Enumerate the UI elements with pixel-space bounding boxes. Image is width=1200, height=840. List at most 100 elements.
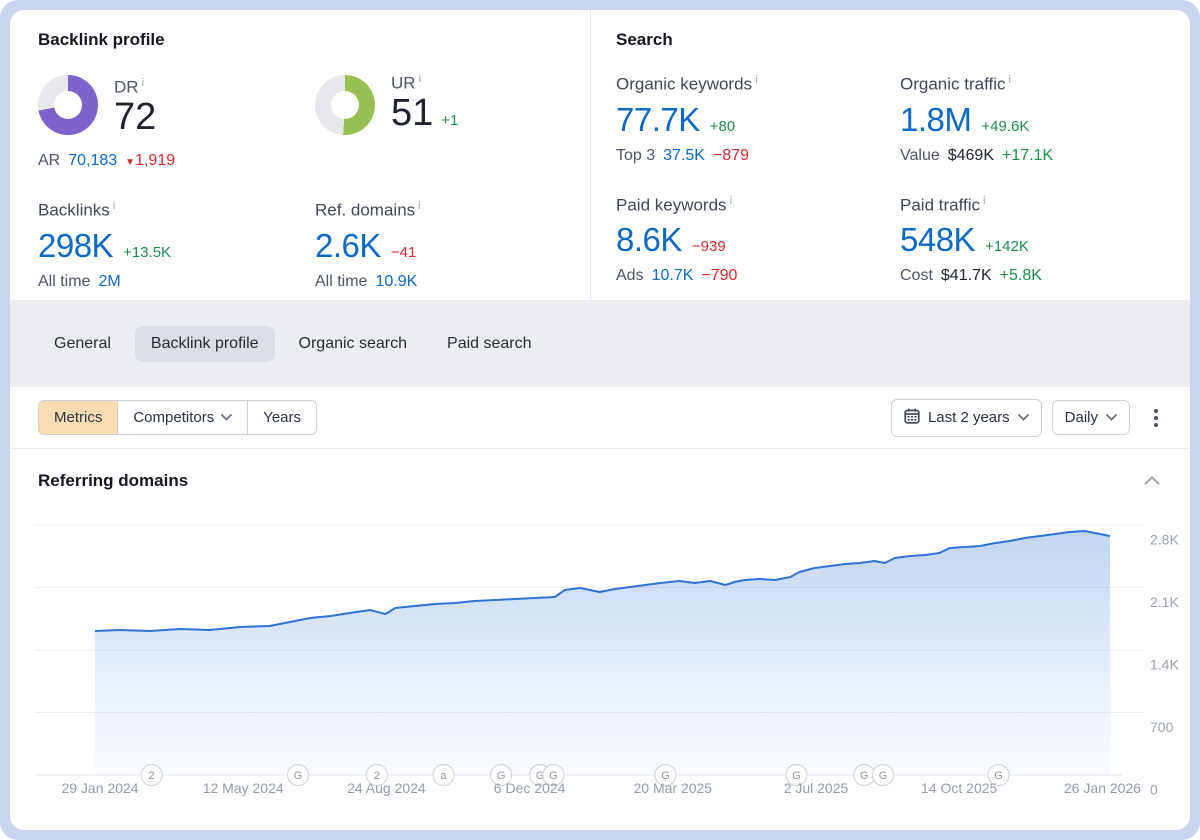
timeline-badge-label: G: [994, 770, 1003, 782]
referring-domains-line: [94, 530, 1111, 632]
timeline-badge[interactable]: [365, 763, 388, 787]
y-axis-label: 0: [1150, 782, 1158, 798]
ur-value: 51 +1: [391, 93, 458, 141]
timeline-badge-label: G: [536, 770, 545, 782]
ar-value[interactable]: 70,183: [68, 152, 118, 169]
search-title: Search: [616, 30, 673, 49]
backlinks-stat: Backlinks i 298K +13.5K All time 2M: [38, 200, 315, 291]
x-axis-label: 26 Jan 2026: [1064, 780, 1141, 796]
ur-delta: +1: [441, 112, 459, 130]
tab-general[interactable]: General: [38, 326, 127, 362]
timeline-badge[interactable]: [140, 763, 163, 787]
backlinks-label: Backlinks i: [38, 200, 116, 220]
x-axis-label: 12 May 2024: [203, 780, 284, 796]
info-icon[interactable]: i: [983, 194, 986, 207]
timeline-badge-label: a: [440, 770, 447, 782]
x-axis-label: 29 Jan 2024: [61, 780, 138, 796]
timeline-badge-label: G: [497, 770, 506, 782]
ur-label: UR i: [391, 72, 422, 93]
timeline-badge-label: 2: [148, 770, 154, 782]
timeline-badge[interactable]: [987, 763, 1010, 787]
dr-donut-gauge: [38, 75, 98, 135]
x-axis-label: 24 Aug 2024: [347, 780, 426, 796]
info-icon[interactable]: i: [141, 76, 145, 89]
timeline-badge-label: G: [294, 770, 303, 782]
ref-domains-label: Ref. domains i: [315, 200, 421, 220]
paid-traffic-value[interactable]: 548K: [900, 221, 976, 259]
organic-traffic-value[interactable]: 1.8M: [900, 100, 972, 138]
timeline-badge[interactable]: [871, 763, 895, 787]
info-icon[interactable]: i: [729, 194, 733, 207]
dr-label: DR i: [114, 76, 145, 97]
more-options-button[interactable]: [1144, 403, 1168, 433]
ar-delta: ▼1,919: [125, 152, 176, 169]
x-axis-label: 20 Mar 2025: [633, 780, 712, 796]
backlinks-alltime: All time 2M: [38, 272, 121, 290]
referring-domains-section: Referring domains 2.8K 2.1K 1.4K 700 0 2 G 2 a G G…: [10, 449, 1190, 830]
timeline-badge[interactable]: [286, 763, 310, 787]
timeline-badge-label: G: [860, 770, 869, 782]
ref-domains-delta: −41: [390, 243, 417, 261]
area-fill: [95, 531, 1110, 774]
chart-toolbar: Metrics Competitors Years Last 2 years D…: [10, 387, 1190, 449]
x-axis-label: 6 Dec 2024: [494, 780, 566, 796]
tab-paid-search[interactable]: Paid search: [431, 326, 548, 362]
dr-value: 72: [114, 96, 157, 139]
timeline-badge[interactable]: [542, 763, 565, 787]
report-tabs: General Backlink profile Organic search …: [10, 300, 1190, 388]
timeline-badge-label: G: [792, 770, 801, 782]
timeline-badge-label: 2: [374, 770, 380, 782]
y-axis-label: 2.1K: [1150, 594, 1179, 610]
collapse-section-button[interactable]: [1140, 469, 1164, 492]
paid-keywords-value[interactable]: 8.6K: [616, 221, 682, 259]
x-axis-label: 2 Jul 2025: [784, 780, 849, 796]
timeline-badge-label: G: [661, 770, 670, 782]
segment-metrics[interactable]: Metrics: [39, 401, 118, 435]
chevron-down-icon: [221, 414, 233, 421]
info-icon[interactable]: i: [755, 74, 758, 86]
timeline-badge[interactable]: [785, 763, 808, 787]
organic-traffic-stat: Organic traffic i 1.8M +49.6K Value $469K +1…: [900, 74, 1054, 164]
ref-domains-value[interactable]: 2.6K: [315, 226, 381, 264]
ref-domains-alltime: All time 10.9K: [315, 272, 418, 290]
referring-domains-title: Referring domains: [38, 470, 189, 490]
down-triangle-icon: ▼: [125, 157, 136, 168]
info-icon[interactable]: i: [418, 200, 421, 212]
ar-label: AR: [38, 152, 61, 169]
organic-keywords-stat: Organic keywords i 77.7K +80 Top 3 37.5K −87…: [616, 74, 758, 164]
timeline-badge-label: G: [549, 770, 558, 782]
view-segmented-control: Metrics Competitors Years: [38, 400, 318, 436]
y-axis-label: 700: [1150, 719, 1174, 735]
site-explorer-panel: Backlink profile DR i 72 UR i 51 +1: [10, 10, 1190, 830]
segment-years[interactable]: Years: [247, 401, 317, 435]
timeline-badge[interactable]: [490, 763, 513, 787]
organic-keywords-value[interactable]: 77.7K: [616, 100, 700, 138]
paid-keywords-stat: Paid keywords i 8.6K −939 Ads 10.7K −790: [616, 194, 738, 285]
backlink-profile-panel: Backlink profile DR i 72 UR i 51 +1: [10, 10, 590, 300]
tab-organic-search[interactable]: Organic search: [283, 326, 424, 362]
segment-competitors[interactable]: Competitors: [117, 401, 248, 435]
x-axis-label: 14 Oct 2025: [921, 780, 997, 796]
tab-backlink-profile[interactable]: Backlink profile: [134, 325, 275, 362]
ahrefs-rank-row: AR 70,183 ▼1,919: [38, 152, 580, 170]
chevron-down-icon: [1017, 414, 1029, 421]
backlinks-delta: +13.5K: [123, 243, 172, 261]
overview-section: Backlink profile DR i 72 UR i 51 +1: [10, 10, 1190, 301]
date-range-button[interactable]: Last 2 years: [890, 398, 1042, 437]
info-icon[interactable]: i: [112, 200, 116, 212]
timeline-badge[interactable]: [432, 763, 455, 787]
timeline-badge-label: G: [879, 770, 888, 782]
y-axis-label: 2.8K: [1150, 532, 1179, 548]
info-icon[interactable]: i: [1008, 74, 1011, 86]
paid-traffic-stat: Paid traffic i 548K +142K Cost $41.7K +5.8K: [900, 194, 1042, 285]
granularity-button[interactable]: Daily: [1051, 400, 1130, 436]
y-axis-label: 1.4K: [1150, 657, 1179, 673]
timeline-badge[interactable]: [654, 763, 677, 787]
backlinks-value[interactable]: 298K: [38, 226, 114, 264]
ur-gauge-block: UR i 51 +1: [315, 73, 580, 136]
chevron-down-icon: [1106, 414, 1117, 421]
info-icon[interactable]: i: [418, 72, 422, 85]
kebab-icon: [1154, 408, 1158, 413]
